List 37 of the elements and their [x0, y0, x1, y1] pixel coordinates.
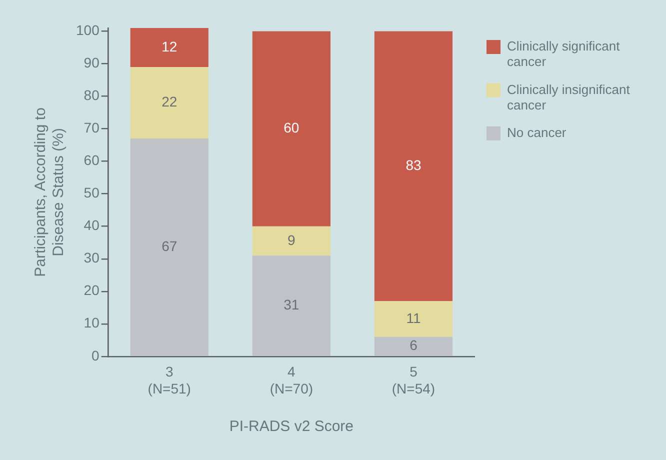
bar [374, 301, 453, 337]
y-tick-label: 0 [92, 347, 100, 364]
data-label: 31 [284, 296, 300, 313]
legend-label: Clinically significant cancer [507, 38, 620, 70]
bar [130, 67, 208, 139]
legend-label: Clinically insignificant cancer [507, 82, 630, 112]
x-axis-title: PI-RADS v2 Score [229, 418, 354, 436]
data-label: 11 [406, 310, 421, 326]
data-label: 60 [284, 120, 300, 136]
y-tick-label: 40 [84, 217, 100, 234]
y-tick-label: 80 [84, 87, 100, 104]
bar [374, 336, 453, 356]
x-tick-label: 5 (N=54) [392, 364, 436, 396]
data-label: 22 [162, 94, 178, 110]
y-tick-label: 60 [84, 152, 100, 168]
bar [130, 138, 208, 356]
x-tick-label: 3 (N=51) [148, 364, 191, 396]
y-tick-label: 90 [84, 54, 100, 71]
data-label: 12 [162, 38, 178, 54]
data-label: 9 [288, 232, 296, 248]
legend-label: No cancer [507, 124, 567, 140]
bar [252, 256, 330, 356]
y-tick-label: 70 [84, 120, 100, 136]
bar [374, 31, 453, 302]
bar [252, 31, 330, 226]
data-label: 67 [162, 238, 178, 254]
y-tick-label: 20 [84, 282, 100, 298]
y-axis-title: Participants, According to Disease Status (%) [32, 108, 68, 277]
data-label: 83 [406, 157, 422, 174]
y-tick-label: 30 [84, 250, 100, 266]
y-tick-label: 100 [76, 22, 100, 38]
y-tick-label: 10 [84, 314, 100, 331]
x-tick-label: 4 (N=70) [270, 364, 314, 396]
data-label: 6 [410, 337, 418, 354]
y-tick-label: 50 [84, 184, 100, 201]
bar [130, 28, 208, 68]
bar [252, 226, 330, 256]
